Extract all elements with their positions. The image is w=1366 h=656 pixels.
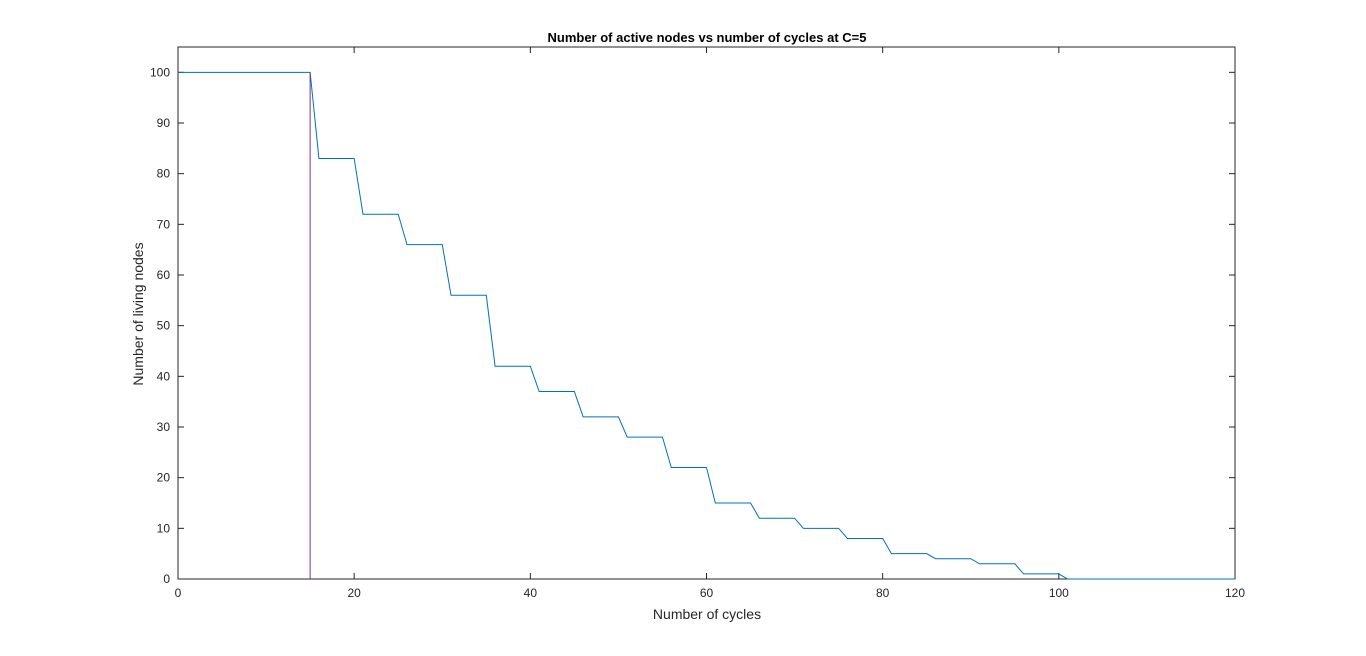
- y-tick-label: 40: [157, 369, 171, 383]
- x-tick-label: 60: [700, 586, 714, 600]
- x-tick-label: 20: [347, 586, 361, 600]
- x-tick-label: 40: [524, 586, 538, 600]
- y-tick-label: 60: [157, 268, 171, 282]
- y-tick-label: 70: [157, 217, 171, 231]
- x-tick-label: 100: [1049, 586, 1069, 600]
- y-tick-label: 30: [157, 420, 171, 434]
- axes-frame: [177, 46, 1236, 580]
- y-tick-label: 50: [157, 319, 171, 333]
- y-tick-label: 10: [157, 521, 171, 535]
- y-tick-label: 90: [157, 116, 171, 130]
- y-tick-label: 20: [157, 471, 171, 485]
- series-line-1: [178, 71, 1235, 580]
- x-axis-label: Number of cycles: [653, 606, 761, 622]
- x-tick-label: 80: [876, 586, 890, 600]
- y-tick-label: 0: [163, 572, 170, 586]
- y-tick-label: 100: [150, 65, 170, 79]
- x-tick-label: 0: [175, 586, 182, 600]
- y-axis-label: Number of living nodes: [130, 242, 146, 385]
- x-tick-label: 120: [1225, 586, 1245, 600]
- plot-area: 0 20 40 60 80 100 120 0 10 20 30 40 50 60 70 80 90 100: [150, 46, 1245, 600]
- chart-title: Number of active nodes vs number of cycl…: [548, 30, 867, 45]
- y-tick-label: 80: [157, 167, 171, 181]
